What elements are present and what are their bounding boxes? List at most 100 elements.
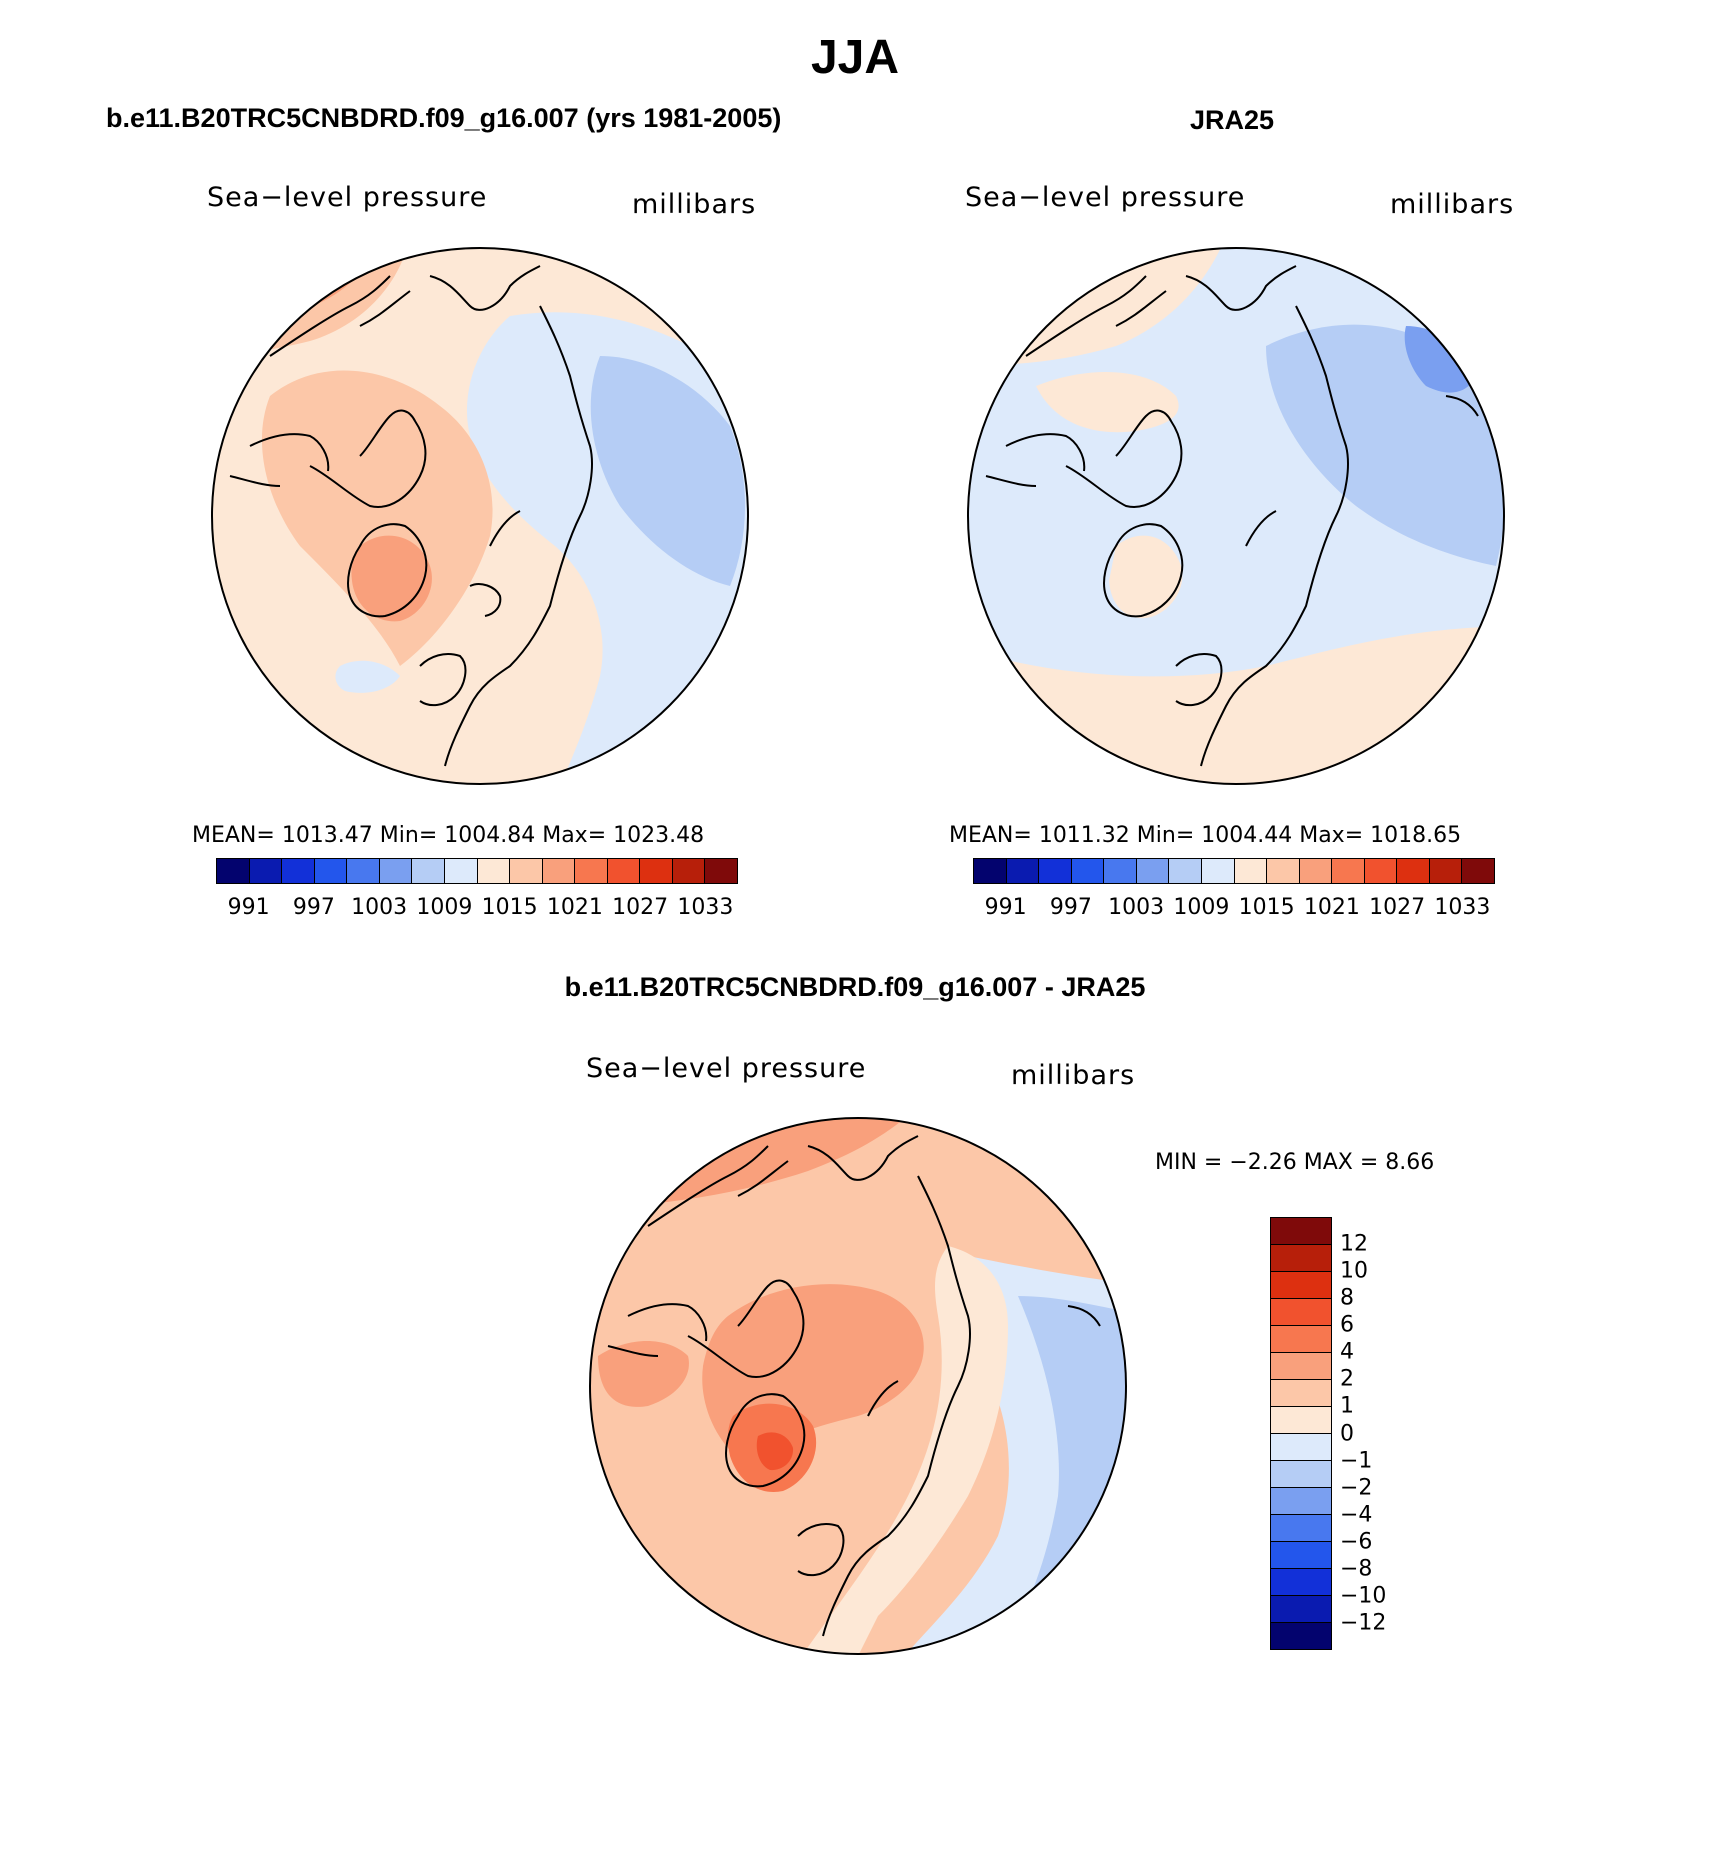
colorbar-swatch bbox=[444, 859, 478, 883]
colorbar-tick-label: −6 bbox=[1340, 1529, 1373, 1555]
panel2-units-label: millibars bbox=[1390, 189, 1515, 220]
panel3-polar-map bbox=[589, 1117, 1127, 1655]
colorbar-tick-label: 1009 bbox=[1173, 895, 1230, 920]
colorbar-tick-label: −10 bbox=[1340, 1583, 1387, 1609]
colorbar-swatch bbox=[1271, 1407, 1331, 1434]
colorbar-swatch bbox=[314, 859, 348, 883]
colorbar-swatch bbox=[1271, 1272, 1331, 1299]
panel2-stats: MEAN= 1011.32 Min= 1004.44 Max= 1018.65 bbox=[949, 823, 1462, 848]
panel2-field-greenland bbox=[1109, 535, 1183, 619]
panel2-field-ridge bbox=[1036, 372, 1179, 433]
colorbar-swatch bbox=[1271, 1434, 1331, 1461]
colorbar-tick-label: −12 bbox=[1340, 1610, 1387, 1636]
colorbar-swatch bbox=[1271, 1623, 1331, 1649]
figure-title: JJA bbox=[810, 31, 900, 84]
colorbar-swatch bbox=[1462, 859, 1494, 883]
panel2-coastlines bbox=[985, 265, 1479, 767]
panel3-field-zero-band bbox=[788, 1246, 1008, 1654]
colorbar-tick-label: 1003 bbox=[1108, 895, 1165, 920]
colorbar-tick-label: 1015 bbox=[1238, 895, 1295, 920]
colorbar-swatch bbox=[1299, 859, 1333, 883]
colorbar-swatch bbox=[1267, 859, 1300, 883]
colorbar-swatch bbox=[1169, 859, 1202, 883]
panel3-colorbar-ticks: 12 10 8 6 4 2 1 0 −1 −2 −4 −6 −8 −10 −12 bbox=[1340, 1217, 1420, 1650]
colorbar-swatch bbox=[1271, 1596, 1331, 1623]
panel2-variable-label: Sea−level pressure bbox=[965, 182, 1246, 213]
colorbar-tick-label: −8 bbox=[1340, 1556, 1373, 1582]
colorbar-tick-label: 1021 bbox=[546, 895, 603, 920]
colorbar-swatch bbox=[1271, 1326, 1331, 1353]
colorbar-swatch bbox=[672, 859, 706, 883]
colorbar-tick-label: 997 bbox=[292, 895, 335, 920]
colorbar-tick-label: 1027 bbox=[1369, 895, 1426, 920]
colorbar-swatch bbox=[1397, 859, 1430, 883]
colorbar-swatch bbox=[1136, 859, 1170, 883]
panel3-units-label: millibars bbox=[1011, 1060, 1136, 1091]
colorbar-swatch bbox=[510, 859, 543, 883]
panel3-field-greenland-core bbox=[756, 1432, 794, 1471]
panel3-stats: MIN = −2.26 MAX = 8.66 bbox=[1155, 1150, 1435, 1175]
colorbar-swatch bbox=[974, 859, 1007, 883]
panel1-units-label: millibars bbox=[632, 189, 757, 220]
panel2-title: JRA25 bbox=[1190, 105, 1275, 135]
colorbar-swatch bbox=[1271, 1461, 1331, 1488]
colorbar-tick-label: 1033 bbox=[1434, 895, 1491, 920]
panel1-colorbar-ticks: 991 997 1003 1009 1015 1021 1027 1033 bbox=[216, 895, 738, 923]
colorbar-swatch bbox=[1271, 1380, 1331, 1407]
colorbar-swatch bbox=[542, 859, 576, 883]
panel3-field-west bbox=[598, 1341, 689, 1407]
colorbar-swatch bbox=[1104, 859, 1137, 883]
panel3-title: b.e11.B20TRC5CNBDRD.f09_g16.007 - JRA25 bbox=[564, 972, 1146, 1002]
panel3-colorbar bbox=[1270, 1217, 1332, 1650]
colorbar-tick-label: 0 bbox=[1340, 1421, 1354, 1446]
colorbar-swatch bbox=[249, 859, 283, 883]
panel1-field-low-pacific2 bbox=[590, 356, 745, 586]
colorbar-tick-label: 12 bbox=[1340, 1231, 1368, 1257]
colorbar-swatch bbox=[607, 859, 641, 883]
colorbar-tick-label: 991 bbox=[227, 895, 270, 920]
panel1-polar-map bbox=[211, 247, 749, 785]
panel3-coastlines bbox=[607, 1135, 1101, 1637]
colorbar-swatch bbox=[1271, 1353, 1331, 1380]
colorbar-swatch bbox=[412, 859, 445, 883]
panel1-title: b.e11.B20TRC5CNBDRD.f09_g16.007 (yrs 198… bbox=[106, 103, 782, 133]
colorbar-tick-label: 8 bbox=[1340, 1285, 1354, 1311]
colorbar-swatch bbox=[1271, 1542, 1331, 1569]
colorbar-swatch bbox=[1332, 859, 1365, 883]
panel1-coastlines bbox=[229, 265, 593, 767]
colorbar-tick-label: 2 bbox=[1340, 1366, 1354, 1392]
panel1-stats: MEAN= 1013.47 Min= 1004.84 Max= 1023.48 bbox=[192, 823, 705, 848]
colorbar-swatch bbox=[282, 859, 315, 883]
colorbar-swatch bbox=[1234, 859, 1268, 883]
colorbar-swatch bbox=[477, 859, 511, 883]
colorbar-tick-label: −1 bbox=[1340, 1448, 1373, 1474]
panel1-variable-label: Sea−level pressure bbox=[207, 182, 488, 213]
colorbar-tick-label: 4 bbox=[1340, 1339, 1354, 1365]
colorbar-swatch bbox=[1271, 1245, 1331, 1272]
colorbar-swatch bbox=[379, 859, 413, 883]
colorbar-swatch bbox=[1271, 1218, 1331, 1245]
colorbar-tick-label: 997 bbox=[1049, 895, 1092, 920]
colorbar-tick-label: 1033 bbox=[677, 895, 734, 920]
colorbar-tick-label: 1027 bbox=[612, 895, 669, 920]
colorbar-tick-label: 991 bbox=[984, 895, 1027, 920]
colorbar-tick-label: 6 bbox=[1340, 1312, 1354, 1338]
panel2-polar-map bbox=[967, 247, 1505, 785]
colorbar-swatch bbox=[1271, 1299, 1331, 1326]
colorbar-tick-label: 1015 bbox=[481, 895, 538, 920]
panel2-colorbar bbox=[973, 858, 1495, 884]
colorbar-swatch bbox=[1006, 859, 1040, 883]
colorbar-swatch bbox=[347, 859, 380, 883]
colorbar-tick-label: 1 bbox=[1340, 1393, 1354, 1419]
panel1-field-atlantic-low bbox=[335, 660, 400, 693]
panel1-colorbar bbox=[216, 858, 738, 884]
colorbar-tick-label: 1021 bbox=[1303, 895, 1360, 920]
panel3-variable-label: Sea−level pressure bbox=[586, 1053, 867, 1084]
colorbar-swatch bbox=[1364, 859, 1398, 883]
colorbar-swatch bbox=[705, 859, 737, 883]
colorbar-swatch bbox=[640, 859, 673, 883]
panel2-colorbar-ticks: 991 997 1003 1009 1015 1021 1027 1033 bbox=[973, 895, 1495, 923]
colorbar-swatch bbox=[1271, 1515, 1331, 1542]
colorbar-tick-label: −2 bbox=[1340, 1475, 1373, 1501]
colorbar-tick-label: 10 bbox=[1340, 1258, 1368, 1284]
